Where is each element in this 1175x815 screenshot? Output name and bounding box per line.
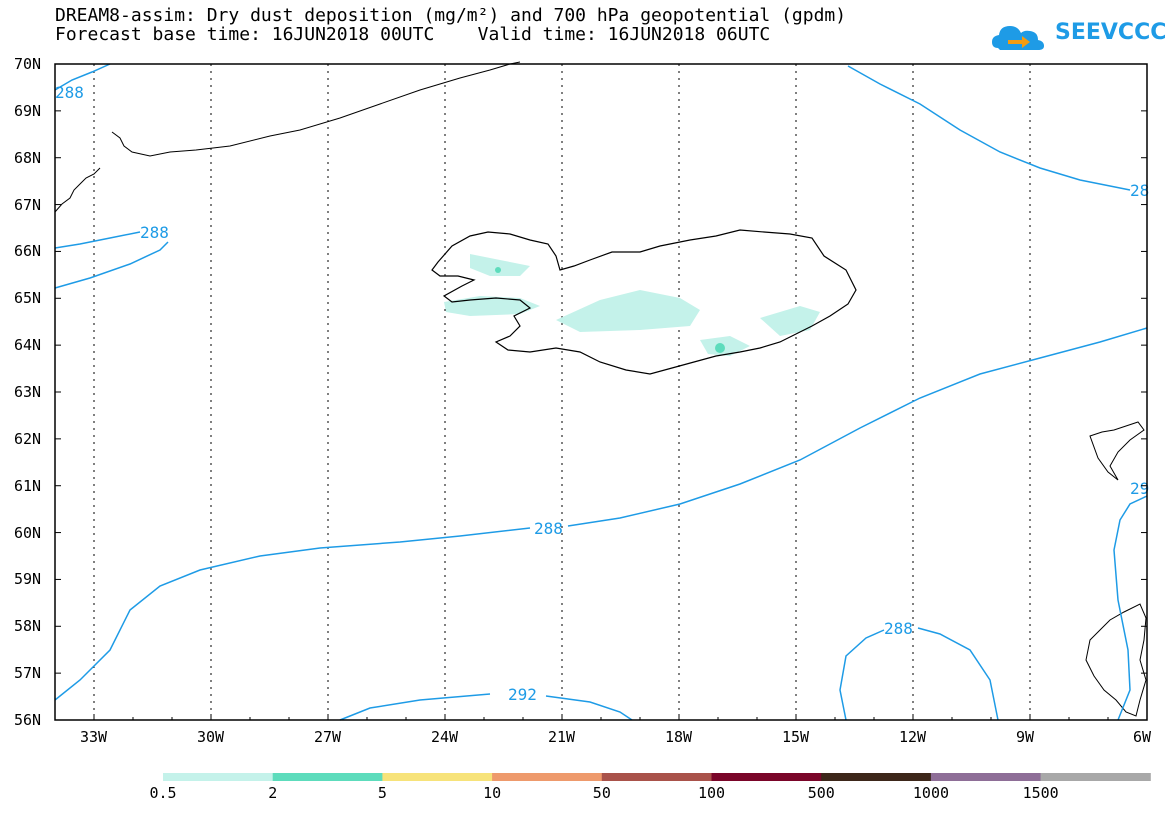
colorbar-label: 2 xyxy=(268,784,278,802)
lat-label: 70N xyxy=(14,55,42,73)
greenland-coastline xyxy=(111,61,521,157)
lat-label: 63N xyxy=(14,383,42,401)
title-line-1: DREAM8-assim: Dry dust deposition (mg/m²… xyxy=(55,5,847,26)
colorbar-swatch xyxy=(272,773,383,781)
cloud-logo-icon xyxy=(992,26,1044,50)
iceland-coastline xyxy=(431,229,857,375)
colorbar-label: 0.5 xyxy=(149,784,177,802)
lon-label: 21W xyxy=(548,728,576,746)
scotland-coastline xyxy=(1085,603,1147,717)
colorbar-swatch xyxy=(382,773,493,781)
colorbar-label: 100 xyxy=(698,784,726,802)
lon-label: 27W xyxy=(314,728,342,746)
title-line-2: Forecast base time: 16JUN2018 00UTC Vali… xyxy=(55,24,771,45)
colorbar-label: 1000 xyxy=(912,784,950,802)
lat-label: 60N xyxy=(14,523,42,542)
lat-label: 59N xyxy=(14,570,42,589)
colorbar-swatch xyxy=(1040,773,1151,781)
colorbar-label: 500 xyxy=(807,784,835,802)
contour-label: 288 xyxy=(55,83,84,102)
lon-label: 33W xyxy=(80,728,108,746)
lat-label: 62N xyxy=(14,429,42,448)
contour-label: 29 xyxy=(1130,479,1149,498)
contour-label: 292 xyxy=(508,685,537,704)
contour-labels: 288 288 288 292 288 28 29 xyxy=(55,83,1149,704)
colorbar-label: 5 xyxy=(377,784,387,802)
colorbar-swatch xyxy=(601,773,712,781)
colorbar-swatch xyxy=(930,773,1042,781)
lon-label: 9W xyxy=(1016,728,1035,746)
lat-label: 66N xyxy=(14,242,42,261)
lon-label: 24W xyxy=(431,728,459,746)
colorbar-swatch xyxy=(821,773,932,781)
lat-label: 69N xyxy=(14,101,42,120)
colorbar xyxy=(163,773,1151,781)
lat-label: 68N xyxy=(14,148,42,167)
lon-label: 18W xyxy=(665,728,693,746)
faroe-norway-coastline xyxy=(1089,421,1145,481)
lat-label: 58N xyxy=(14,617,42,636)
map-frame xyxy=(54,63,1148,721)
dust-deposition-field xyxy=(444,254,820,356)
lon-label: 12W xyxy=(899,728,927,746)
lat-label: 64N xyxy=(14,336,42,355)
contour-label: 288 xyxy=(884,619,913,638)
colorbar-swatch xyxy=(711,773,822,781)
colorbar-label: 10 xyxy=(483,784,502,802)
colorbar-swatch xyxy=(492,773,603,781)
contour-label: 288 xyxy=(140,223,169,242)
logo-text: SEEVCCC xyxy=(1055,20,1167,45)
lat-label: 56N xyxy=(14,711,42,729)
lat-label: 57N xyxy=(14,664,42,683)
contour-label: 288 xyxy=(534,519,563,538)
contour-label: 28 xyxy=(1130,181,1149,200)
lat-label: 61N xyxy=(14,476,42,495)
lon-label: 6W xyxy=(1133,728,1152,746)
greenland-coastline-west xyxy=(54,167,101,213)
colorbar-swatch xyxy=(163,773,274,781)
colorbar-label: 1500 xyxy=(1022,784,1059,802)
lat-label: 67N xyxy=(14,195,42,214)
geopotential-contours xyxy=(54,63,1148,721)
lat-label: 65N xyxy=(14,289,42,308)
lon-label: 30W xyxy=(197,728,225,746)
lon-label: 15W xyxy=(782,728,810,746)
colorbar-label: 50 xyxy=(592,784,611,802)
